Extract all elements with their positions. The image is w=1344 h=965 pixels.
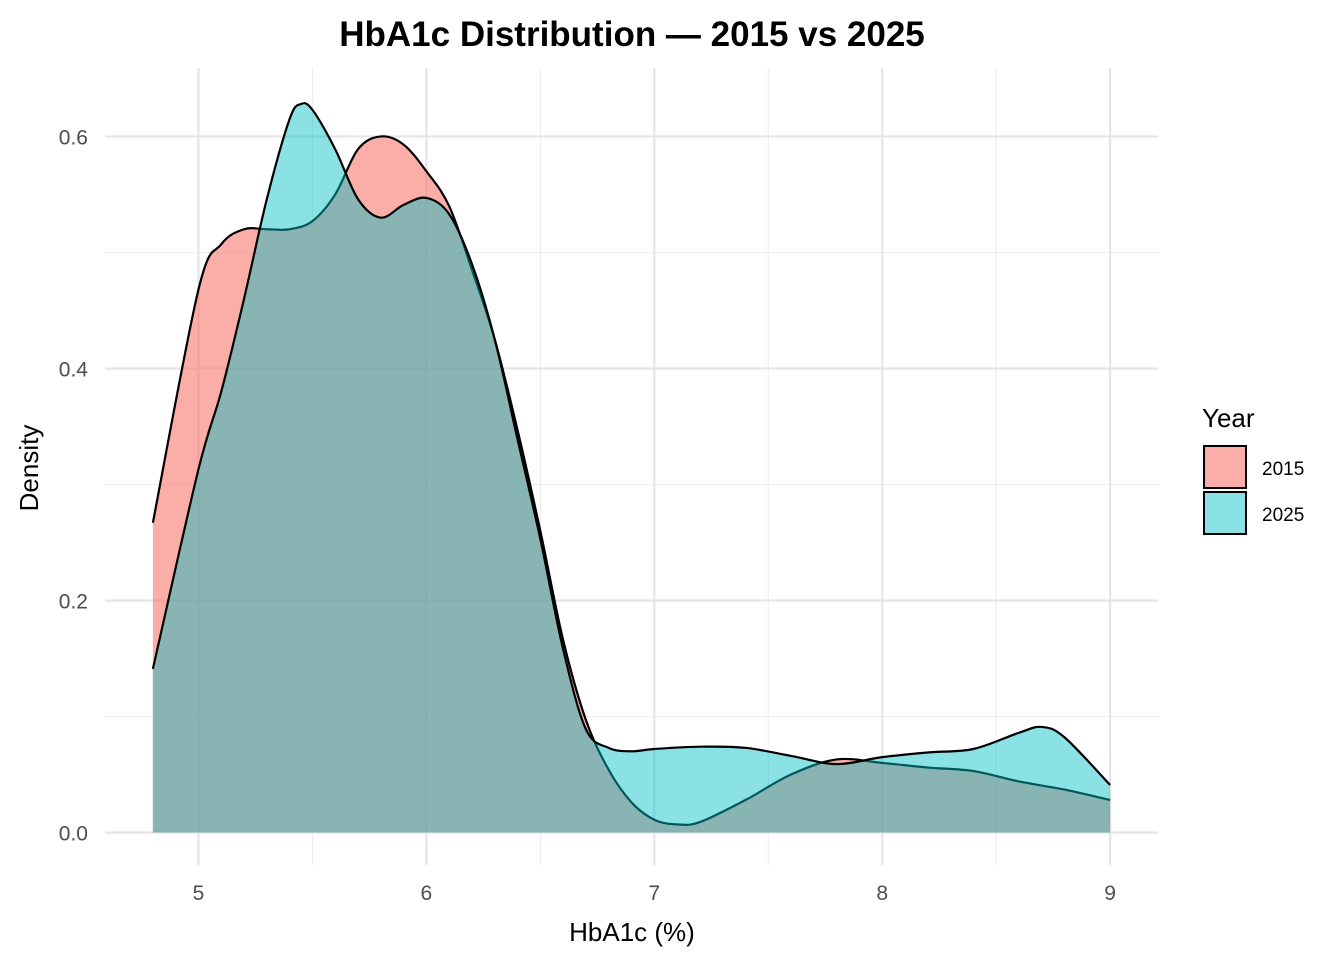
density-area-2025 (152, 103, 1111, 833)
x-axis-label: HbA1c (%) (569, 917, 695, 947)
chart-title: HbA1c Distribution — 2015 vs 2025 (339, 15, 925, 54)
y-tick-label: 0.6 (59, 126, 88, 149)
legend-key-2015 (1203, 445, 1247, 489)
density-line-2025 (151, 102, 1111, 786)
legend: Year 2015 2025 (1202, 403, 1304, 535)
legend-key-2025 (1203, 491, 1247, 535)
x-tick-label: 9 (1104, 882, 1116, 905)
y-tick-label: 0.4 (59, 358, 89, 381)
y-tick-label: 0.2 (59, 590, 88, 613)
x-tick-label: 5 (193, 882, 205, 905)
density-line-2015 (151, 135, 1111, 827)
x-tick-label: 7 (648, 882, 660, 905)
x-axis-ticks: 5 6 7 8 9 (193, 882, 1116, 905)
legend-title: Year (1202, 403, 1255, 433)
y-axis-label: Density (14, 425, 44, 512)
legend-key-bg (1204, 492, 1246, 534)
y-axis-ticks: 0.0 0.2 0.4 0.6 (59, 126, 89, 845)
legend-label: 2025 (1262, 505, 1304, 526)
x-tick-label: 8 (876, 882, 888, 905)
legend-label: 2015 (1262, 459, 1304, 480)
x-tick-label: 6 (421, 882, 433, 905)
y-tick-label: 0.0 (59, 823, 88, 846)
density-area-2015 (152, 136, 1111, 833)
density-areas (151, 102, 1111, 833)
